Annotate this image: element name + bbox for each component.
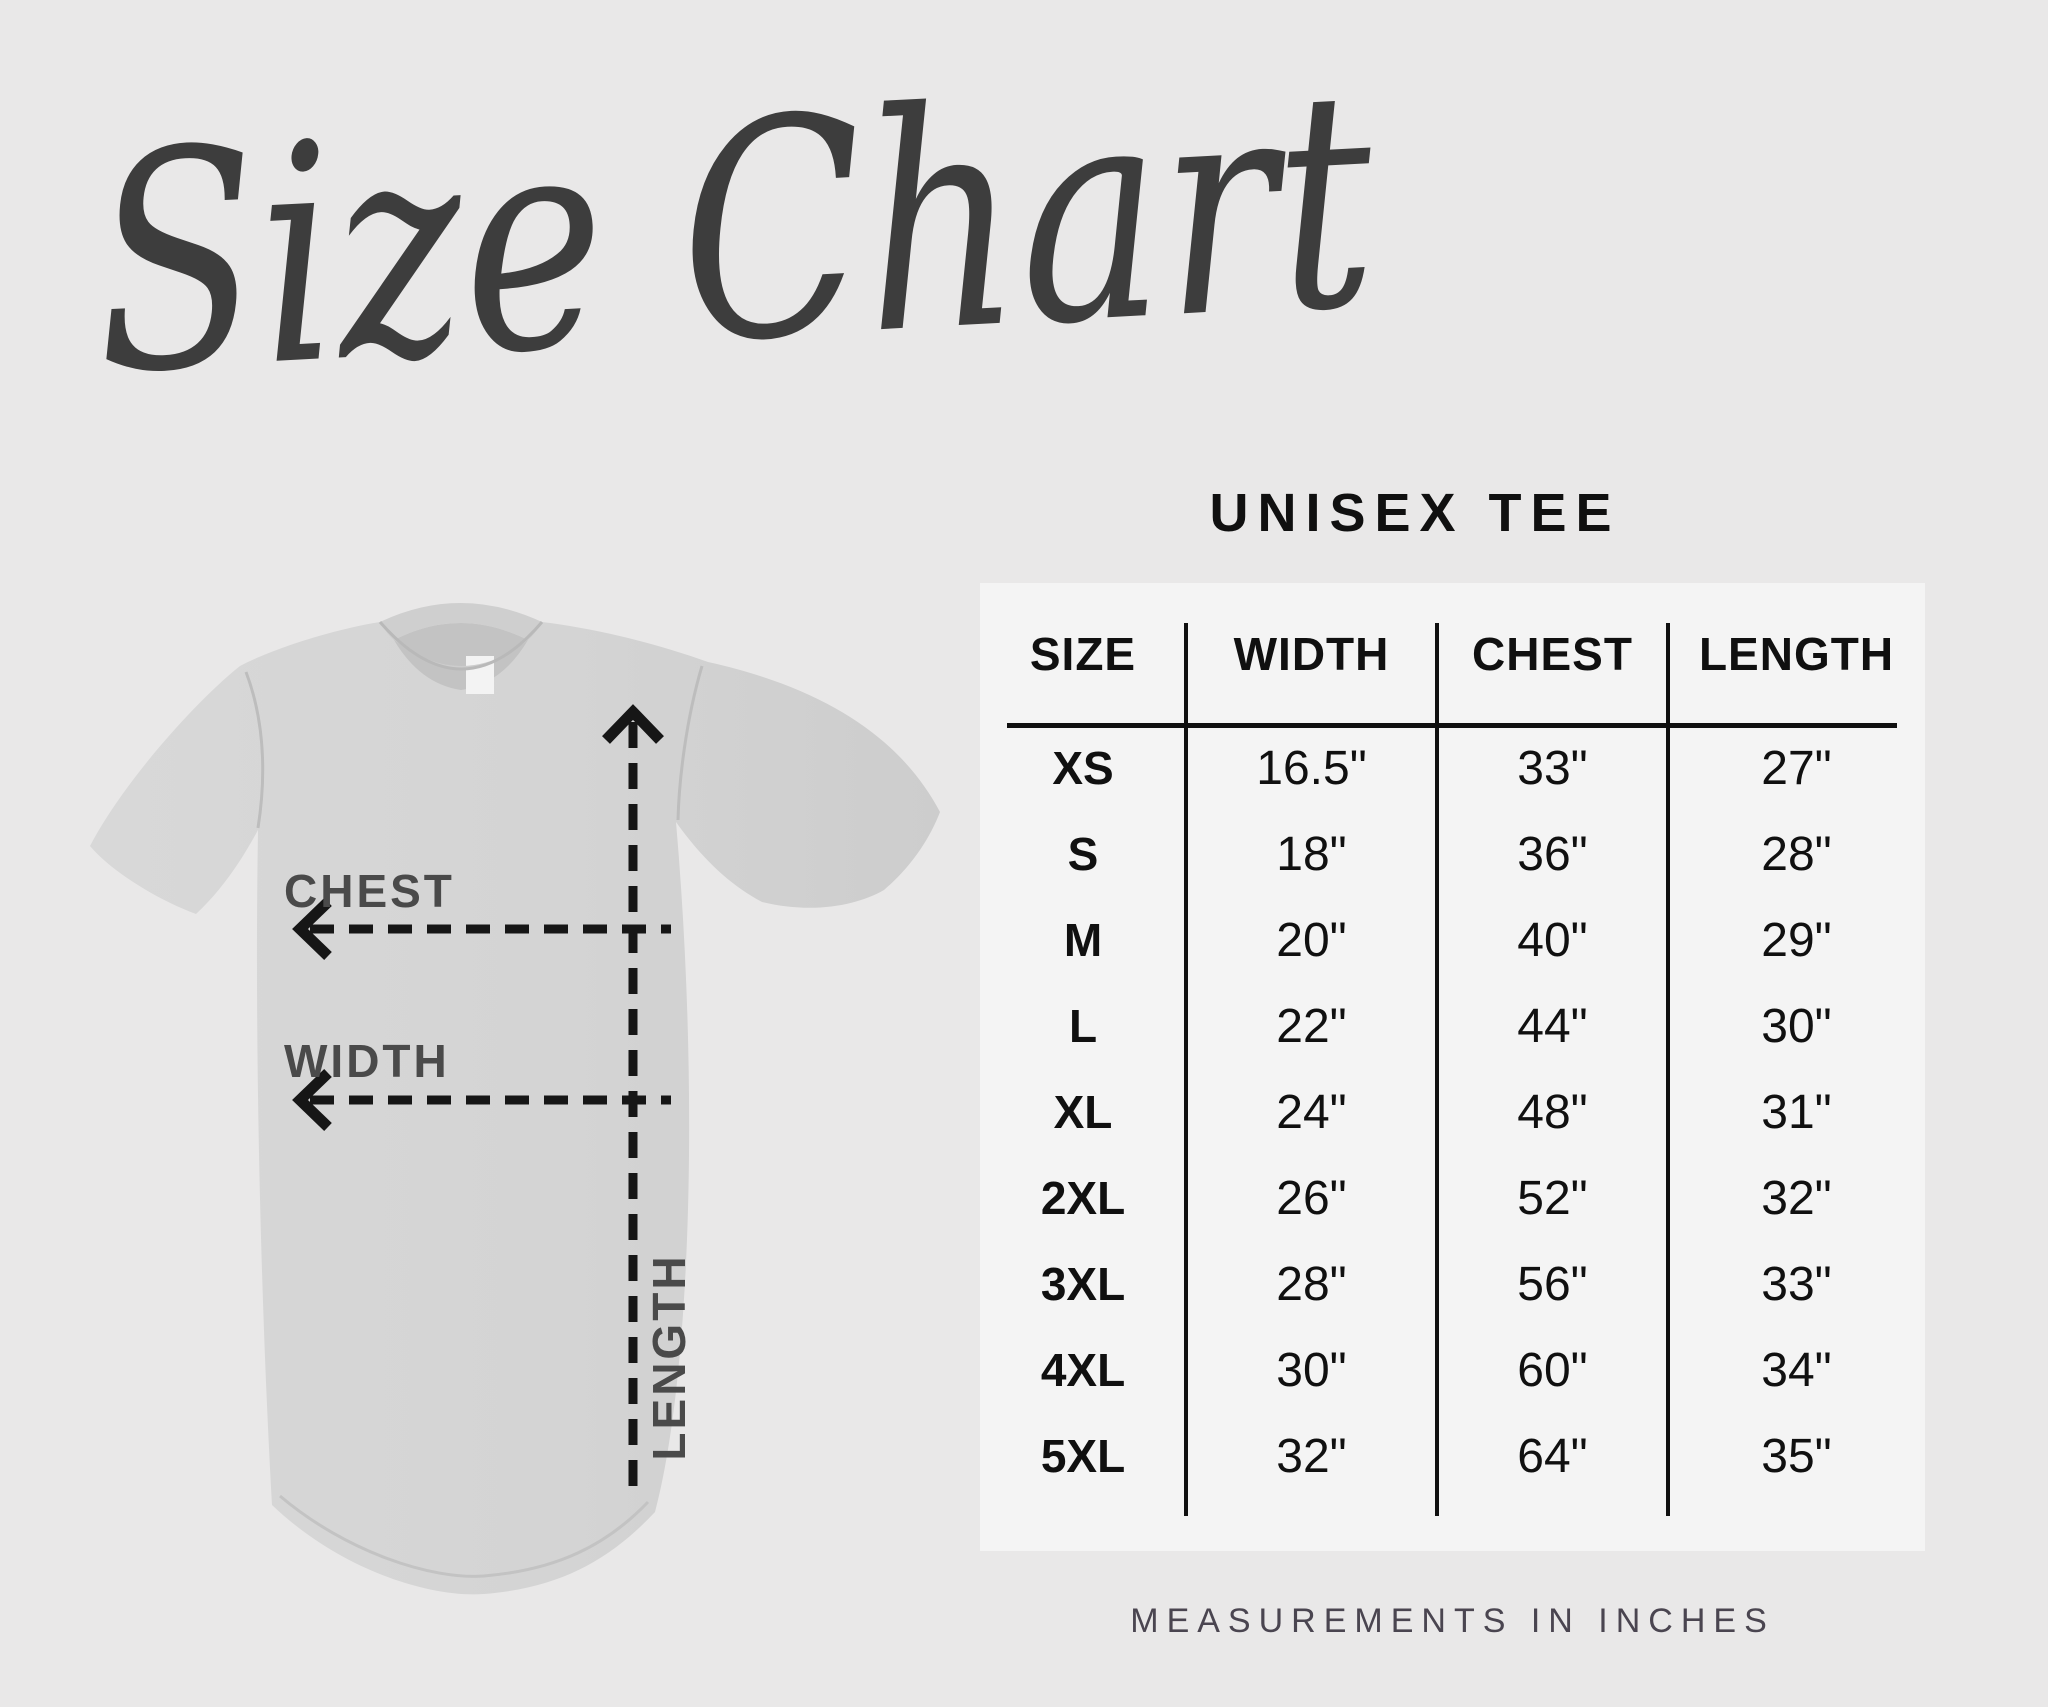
header-divider <box>1007 723 1897 728</box>
size-label: 4XL <box>1040 1344 1126 1396</box>
product-heading: UNISEX TEE <box>1209 483 1621 543</box>
left-armhole-seam <box>244 671 265 829</box>
page-title: Size Chart <box>85 25 1383 441</box>
length-value: 35" <box>1761 1429 1832 1483</box>
chest-arrowhead <box>292 898 332 960</box>
width-value: 26" <box>1276 1171 1347 1225</box>
size-label: 3XL <box>1040 1258 1126 1310</box>
tshirt-body <box>90 622 940 1595</box>
chest-value: 40" <box>1517 913 1588 967</box>
chest-value: 64" <box>1517 1429 1588 1483</box>
size-label: S <box>1067 828 1099 880</box>
column-header-width: WIDTH <box>1233 628 1390 680</box>
length-value: 29" <box>1761 913 1832 967</box>
column-header-size: SIZE <box>1029 628 1137 680</box>
length-measure-label: LENGTH <box>643 1253 695 1461</box>
length-value: 31" <box>1761 1085 1832 1139</box>
hem-stitch <box>279 1494 650 1578</box>
collar-outline <box>378 621 544 671</box>
length-value: 33" <box>1761 1257 1832 1311</box>
chest-value: 36" <box>1517 827 1588 881</box>
length-value: 34" <box>1761 1343 1832 1397</box>
size-label: XL <box>1053 1086 1113 1138</box>
size-label: 2XL <box>1040 1172 1126 1224</box>
width-value: 24" <box>1276 1085 1347 1139</box>
column-header-chest: CHEST <box>1472 628 1633 680</box>
neck-opening <box>394 623 528 690</box>
length-value: 32" <box>1761 1171 1832 1225</box>
size-label: XS <box>1052 742 1114 794</box>
measurements-note: MEASUREMENTS IN INCHES <box>1130 1602 1775 1640</box>
chest-measure-label: CHEST <box>284 865 455 917</box>
script-title-container: Size Chart <box>85 25 1383 441</box>
width-value: 18" <box>1276 827 1347 881</box>
width-value: 16.5" <box>1256 741 1367 795</box>
chest-value: 44" <box>1517 999 1588 1053</box>
width-value: 32" <box>1276 1429 1347 1483</box>
width-value: 22" <box>1276 999 1347 1053</box>
right-armhole-seam <box>676 665 704 821</box>
column-header-length: LENGTH <box>1698 628 1895 680</box>
column-divider <box>1435 623 1439 1516</box>
width-arrowhead <box>292 1069 332 1131</box>
length-value: 27" <box>1761 741 1832 795</box>
measurement-lines <box>292 704 671 1488</box>
chest-value: 60" <box>1517 1343 1588 1397</box>
width-measure-label: WIDTH <box>284 1035 450 1087</box>
length-value: 28" <box>1761 827 1832 881</box>
chest-value: 56" <box>1517 1257 1588 1311</box>
collar-back <box>380 603 542 640</box>
size-grid: SIZE WIDTH CHEST LENGTH XS 16.5" 33" 27"… <box>980 583 1925 1551</box>
chest-value: 33" <box>1517 741 1588 795</box>
width-value: 30" <box>1276 1343 1347 1397</box>
column-divider <box>1184 623 1188 1516</box>
chest-value: 52" <box>1517 1171 1588 1225</box>
length-arrowhead <box>602 704 664 744</box>
chest-value: 48" <box>1517 1085 1588 1139</box>
width-value: 20" <box>1276 913 1347 967</box>
size-label: 5XL <box>1040 1430 1126 1482</box>
width-value: 28" <box>1276 1257 1347 1311</box>
column-divider <box>1666 623 1670 1516</box>
size-label: L <box>1068 1000 1098 1052</box>
length-value: 30" <box>1761 999 1832 1053</box>
size-label: M <box>1063 914 1103 966</box>
size-table: SIZE WIDTH CHEST LENGTH XS 16.5" 33" 27"… <box>980 583 1925 1551</box>
